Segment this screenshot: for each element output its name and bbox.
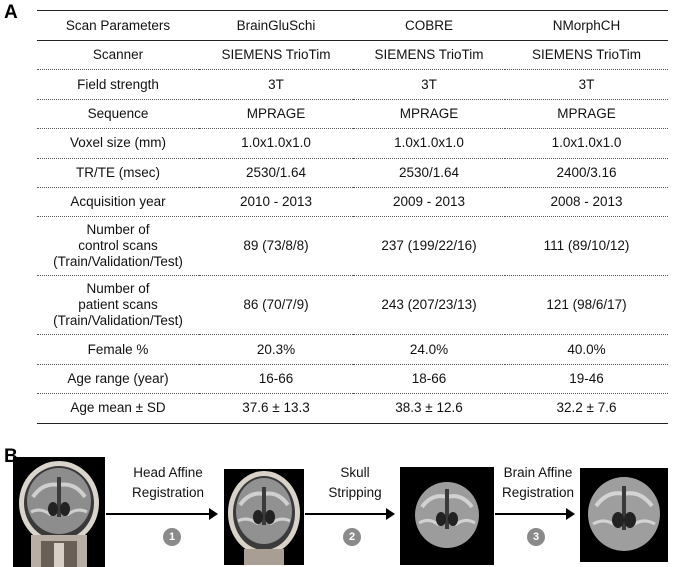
table-cell: 1.0x1.0x1.0 xyxy=(353,128,505,159)
table-cell: 86 (70/7/9) xyxy=(199,275,353,336)
registered-head-mri-image xyxy=(224,469,304,565)
registered-brain-image xyxy=(580,468,668,562)
table-row: TR/TE (msec) 2530/1.64 2530/1.64 2400/3.… xyxy=(37,158,668,188)
table-cell: MPRAGE xyxy=(505,99,668,130)
table-row: Age mean ± SD 37.6 ± 13.3 38.3 ± 12.6 32… xyxy=(37,393,668,424)
table-cell: Female % xyxy=(37,334,199,365)
table-row: Scanner SIEMENS TrioTim SIEMENS TrioTim … xyxy=(37,40,668,71)
arrow-3-icon xyxy=(495,508,575,520)
step-1-badge: 1 xyxy=(163,528,181,546)
table-cell: Age range (year) xyxy=(37,364,199,395)
table-cell: 1.0x1.0x1.0 xyxy=(199,128,353,159)
raw-head-mri-image xyxy=(13,457,105,567)
scan-parameters-table: Scan Parameters BrainGluSchi COBRE NMorp… xyxy=(37,10,668,424)
table-cell: 2400/3.16 xyxy=(505,158,668,188)
table-cell: 1.0x1.0x1.0 xyxy=(505,128,668,159)
table-cell: 18-66 xyxy=(353,364,505,395)
table-cell: Number of patient scans (Train/Validatio… xyxy=(37,275,199,336)
table-row: Number of control scans (Train/Validatio… xyxy=(37,216,668,277)
table-row: Number of patient scans (Train/Validatio… xyxy=(37,275,668,336)
table-row: Female % 20.3% 24.0% 40.0% xyxy=(37,334,668,365)
table-row: Voxel size (mm) 1.0x1.0x1.0 1.0x1.0x1.0 … xyxy=(37,128,668,159)
table-cell: 38.3 ± 12.6 xyxy=(353,393,505,424)
table-row: Sequence MPRAGE MPRAGE MPRAGE xyxy=(37,99,668,130)
step-2-label: Skull Stripping xyxy=(328,465,382,500)
table-cell: Acquisition year xyxy=(37,187,199,218)
table-cell: Field strength xyxy=(37,69,199,100)
panel-label-a: A xyxy=(4,2,18,23)
table-cell: SIEMENS TrioTim xyxy=(505,40,668,71)
table-cell: 237 (199/22/16) xyxy=(353,216,505,277)
step-1-label: Head Affine Registration xyxy=(131,465,205,500)
table-cell: 24.0% xyxy=(353,334,505,365)
table-cell: Number of control scans (Train/Validatio… xyxy=(37,216,199,277)
table-cell: 2530/1.64 xyxy=(199,158,353,188)
table-cell: 20.3% xyxy=(199,334,353,365)
column-header: Scan Parameters xyxy=(37,10,199,41)
table-cell: 40.0% xyxy=(505,334,668,365)
table-header-row: Scan Parameters BrainGluSchi COBRE NMorp… xyxy=(37,10,668,41)
arrow-1-icon xyxy=(106,508,218,520)
column-header: COBRE xyxy=(353,10,505,41)
table-cell: Scanner xyxy=(37,40,199,71)
arrow-2-icon xyxy=(305,508,395,520)
table-cell: 3T xyxy=(353,69,505,100)
table-row: Acquisition year 2010 - 2013 2009 - 2013… xyxy=(37,187,668,218)
table-cell: Age mean ± SD xyxy=(37,393,199,424)
table-cell: MPRAGE xyxy=(199,99,353,130)
table-cell: 243 (207/23/13) xyxy=(353,275,505,336)
table-row: Age range (year) 16-66 18-66 19-46 xyxy=(37,364,668,395)
table-cell: Voxel size (mm) xyxy=(37,128,199,159)
table-cell: 16-66 xyxy=(199,364,353,395)
table-cell: 3T xyxy=(199,69,353,100)
table-cell: 89 (73/8/8) xyxy=(199,216,353,277)
table-cell: 2530/1.64 xyxy=(353,158,505,188)
step-3-label: Brain Affine Registration xyxy=(501,465,575,500)
table-cell: 111 (89/10/12) xyxy=(505,216,668,277)
table-cell: MPRAGE xyxy=(353,99,505,130)
table-cell: 19-46 xyxy=(505,364,668,395)
table-cell: 3T xyxy=(505,69,668,100)
skull-stripped-brain-image xyxy=(400,467,494,565)
step-3-badge: 3 xyxy=(527,528,545,546)
table-cell: 37.6 ± 13.3 xyxy=(199,393,353,424)
table-cell: 121 (98/6/17) xyxy=(505,275,668,336)
step-2-badge: 2 xyxy=(343,528,361,546)
table-cell: Sequence xyxy=(37,99,199,130)
table-cell: 2009 - 2013 xyxy=(353,187,505,218)
column-header: NMorphCH xyxy=(505,10,668,41)
table-cell: SIEMENS TrioTim xyxy=(353,40,505,71)
table-cell: 32.2 ± 7.6 xyxy=(505,393,668,424)
table-row: Field strength 3T 3T 3T xyxy=(37,69,668,100)
table-cell: 2010 - 2013 xyxy=(199,187,353,218)
table-cell: SIEMENS TrioTim xyxy=(199,40,353,71)
table-cell: 2008 - 2013 xyxy=(505,187,668,218)
table-cell: TR/TE (msec) xyxy=(37,158,199,188)
column-header: BrainGluSchi xyxy=(199,10,353,41)
